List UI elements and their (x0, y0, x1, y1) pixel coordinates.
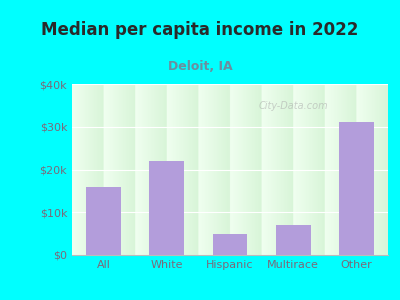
Text: Deloit, IA: Deloit, IA (168, 60, 232, 73)
Bar (339, 122, 374, 255)
Text: City-Data.com: City-Data.com (258, 101, 328, 111)
Bar (150, 161, 184, 255)
Bar (213, 234, 247, 255)
Bar (86, 187, 121, 255)
Bar (276, 225, 310, 255)
Text: Median per capita income in 2022: Median per capita income in 2022 (41, 21, 359, 39)
